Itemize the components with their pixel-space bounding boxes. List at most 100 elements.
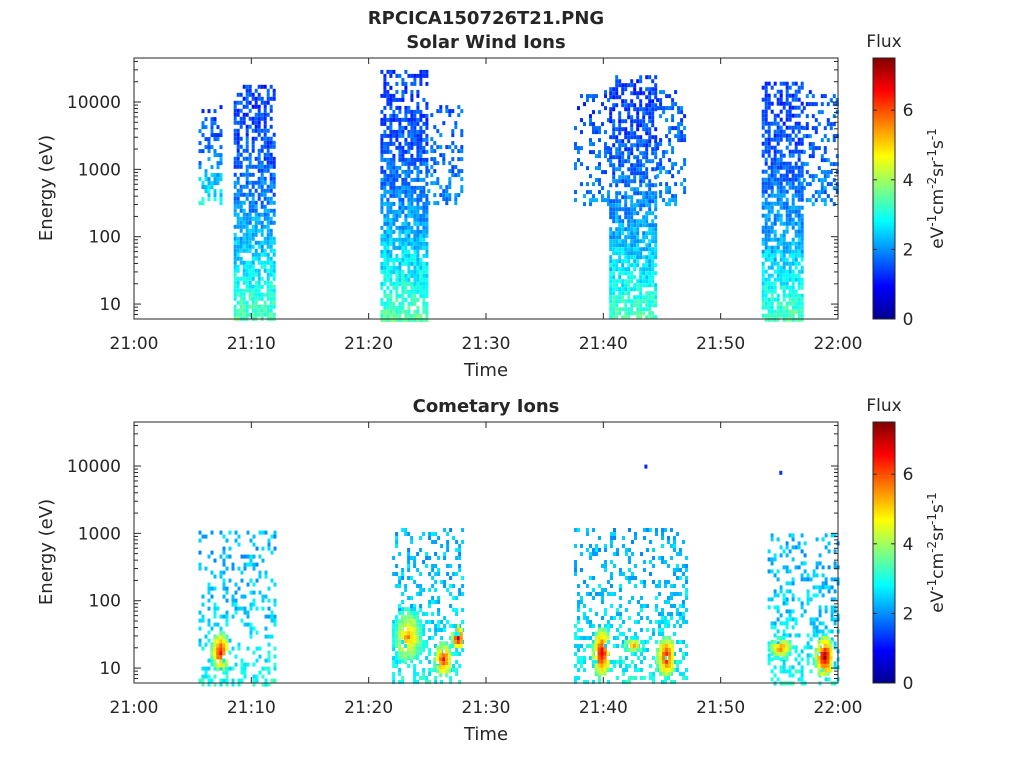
heatmap-cell <box>389 226 392 230</box>
heatmap-cell <box>413 298 416 302</box>
heatmap-cell <box>765 162 768 166</box>
heatmap-cell <box>422 302 425 306</box>
heatmap-cell <box>774 202 777 206</box>
heatmap-cell <box>389 230 392 234</box>
heatmap-cell <box>636 295 639 299</box>
heatmap-cell <box>439 193 442 197</box>
heatmap-cell <box>261 265 264 269</box>
heatmap-cell <box>809 182 812 186</box>
heatmap-cell <box>780 652 783 656</box>
heatmap-cell <box>439 645 442 649</box>
heatmap-cell <box>439 657 442 661</box>
heatmap-cell <box>651 91 654 95</box>
heatmap-cell <box>765 238 768 242</box>
heatmap-cell <box>768 310 771 314</box>
heatmap-cell <box>264 197 267 201</box>
heatmap-cell <box>768 186 771 190</box>
heatmap-cell <box>407 234 410 238</box>
heatmap-cell <box>807 641 810 645</box>
heatmap-cell <box>407 162 410 166</box>
heatmap-cell <box>237 265 240 269</box>
heatmap-cell <box>768 182 771 186</box>
heatmap-cell <box>401 640 404 644</box>
heatmap-cell <box>645 127 648 131</box>
heatmap-cell <box>202 181 205 185</box>
heatmap-cell <box>676 532 679 536</box>
heatmap-cell <box>395 266 398 270</box>
colorbar-tick-label: 4 <box>903 171 914 191</box>
heatmap-cell <box>237 241 240 245</box>
heatmap-cell <box>250 635 253 639</box>
heatmap-cell <box>446 548 449 552</box>
heatmap-cell <box>777 609 780 613</box>
heatmap-cell <box>792 202 795 206</box>
heatmap-cell <box>246 141 249 145</box>
heatmap-cell <box>259 647 262 651</box>
heatmap-cell <box>401 82 404 86</box>
heatmap-cell <box>658 592 661 596</box>
heatmap-cell <box>383 278 386 282</box>
heatmap-cell <box>434 588 437 592</box>
heatmap-cell <box>211 531 214 535</box>
heatmap-cell <box>621 271 624 275</box>
heatmap-cell <box>592 126 595 130</box>
heatmap-cell <box>818 146 821 150</box>
heatmap-cell <box>831 629 834 633</box>
heatmap-cell <box>407 532 410 536</box>
heatmap-cell <box>416 142 419 146</box>
heatmap-cell <box>607 190 610 194</box>
heatmap-cell <box>264 157 267 161</box>
heatmap-cell <box>648 191 651 195</box>
heatmap-cell <box>789 218 792 222</box>
heatmap-cell <box>806 122 809 126</box>
heatmap-cell <box>261 181 264 185</box>
heatmap-cell <box>642 235 645 239</box>
heatmap-cell <box>413 282 416 286</box>
heatmap-cell <box>783 278 786 282</box>
heatmap-cell <box>771 202 774 206</box>
heatmap-cell <box>401 158 404 162</box>
heatmap-cell <box>262 599 265 603</box>
heatmap-cell <box>622 572 625 576</box>
heatmap-cell <box>398 623 401 627</box>
heatmap-cell <box>648 95 651 99</box>
heatmap-cell <box>792 545 795 549</box>
heatmap-cell <box>654 271 657 275</box>
heatmap-cell <box>768 130 771 134</box>
heatmap-cell <box>258 245 261 249</box>
heatmap-cell <box>774 94 777 98</box>
heatmap-cell <box>273 249 276 253</box>
heatmap-cell <box>639 291 642 295</box>
heatmap-cell <box>607 636 610 640</box>
heatmap-cell <box>386 262 389 266</box>
heatmap-cell <box>615 243 618 247</box>
heatmap-cell <box>380 242 383 246</box>
heatmap-cell <box>798 254 801 258</box>
heatmap-cell <box>410 298 413 302</box>
heatmap-cell <box>410 170 413 174</box>
heatmap-cell <box>439 673 442 677</box>
heatmap-cell <box>768 298 771 302</box>
heatmap-cell <box>213 647 216 651</box>
heatmap-cell <box>651 115 654 119</box>
heatmap-cell <box>383 94 386 98</box>
heatmap-cell <box>580 552 583 556</box>
heatmap-cell <box>651 119 654 123</box>
heatmap-cell <box>595 592 598 596</box>
heatmap-cell <box>383 146 386 150</box>
heatmap-cell <box>774 640 777 644</box>
heatmap-cell <box>609 87 612 91</box>
heatmap-cell <box>619 568 622 572</box>
heatmap-cell <box>627 83 630 87</box>
heatmap-cell <box>801 222 804 226</box>
heatmap-cell <box>627 251 630 255</box>
heatmap-cell <box>783 318 786 322</box>
heatmap-cell <box>268 671 271 675</box>
heatmap-cell <box>780 545 783 549</box>
heatmap-cell <box>241 667 244 671</box>
heatmap-cell <box>255 165 258 169</box>
heatmap-cell <box>398 627 401 631</box>
heatmap-cell <box>427 189 430 193</box>
heatmap-cell <box>237 177 240 181</box>
heatmap-cell <box>771 294 774 298</box>
